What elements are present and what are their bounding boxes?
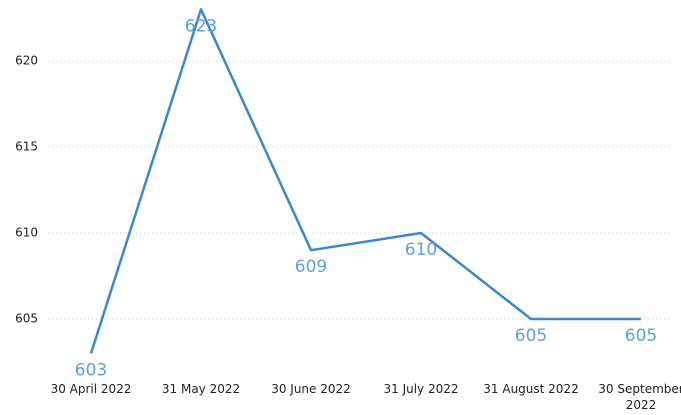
x-tick-label: 31 August 2022 xyxy=(483,382,579,396)
x-tick-label: 30 September 2022 xyxy=(598,382,681,412)
y-tick-label: 615 xyxy=(15,140,38,154)
data-label: 605 xyxy=(515,326,547,346)
data-label: 623 xyxy=(185,16,217,36)
data-label: 609 xyxy=(295,257,327,277)
x-tick-label: 30 June 2022 xyxy=(271,382,351,396)
data-label: 610 xyxy=(405,240,437,260)
x-tick-label: 30 April 2022 xyxy=(50,382,132,396)
line xyxy=(89,8,641,354)
data-label: 603 xyxy=(75,360,107,380)
x-tick-label: 31 July 2022 xyxy=(383,382,459,396)
y-tick-label: 605 xyxy=(15,312,38,326)
x-tick-label: 31 May 2022 xyxy=(161,382,241,396)
data-label: 605 xyxy=(625,326,657,346)
y-tick-label: 610 xyxy=(15,226,38,240)
y-tick-label: 620 xyxy=(15,54,38,68)
